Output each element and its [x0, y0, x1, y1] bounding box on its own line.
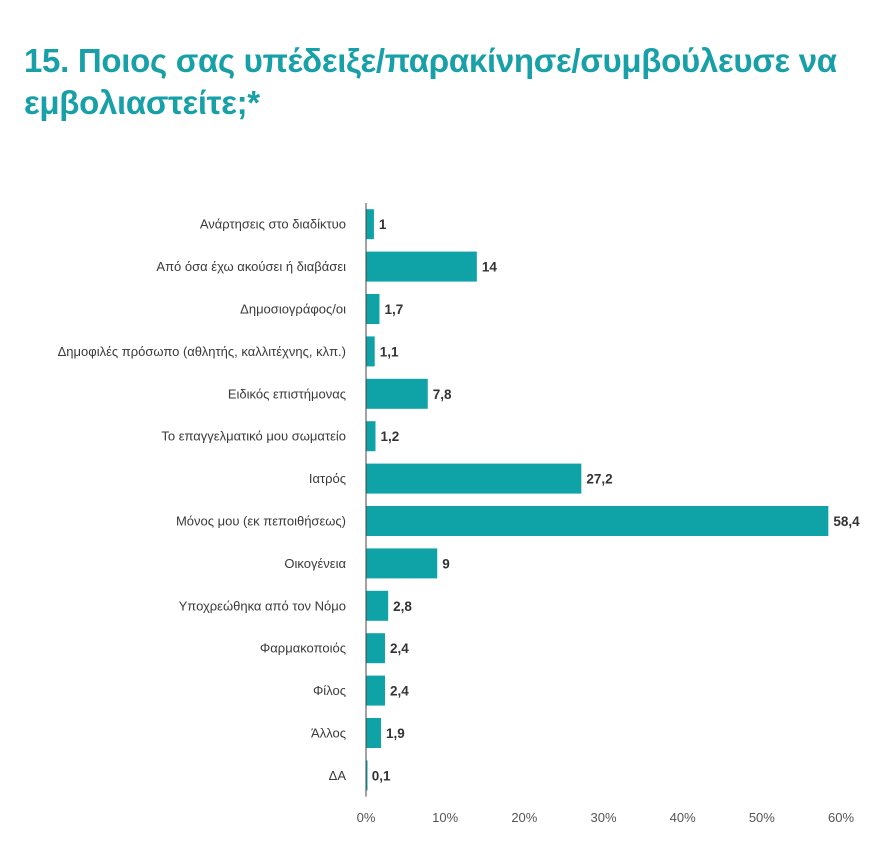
category-label: Ιατρός — [309, 471, 346, 486]
bar — [366, 209, 374, 240]
bar — [366, 548, 438, 579]
x-tick-label: 50% — [749, 810, 775, 825]
bar — [366, 506, 829, 536]
value-label: 1,1 — [380, 344, 399, 359]
value-label: 9 — [442, 556, 450, 571]
category-label: Υποχρεώθηκα από τον Νόμο — [179, 598, 346, 613]
category-label: Το επαγγελματικό μου σωματείο — [161, 429, 346, 444]
value-label: 27,2 — [586, 472, 612, 487]
bar — [366, 421, 376, 452]
category-label: Δημοφιλές πρόσωπο (αθλητής, καλλιτέχνης,… — [58, 344, 346, 359]
category-label: Οικογένεια — [284, 556, 346, 571]
category-label: Φαρμακοποιός — [260, 641, 346, 656]
value-label: 0,1 — [372, 768, 391, 783]
x-tick-label: 0% — [357, 810, 376, 825]
value-label: 58,4 — [833, 514, 860, 529]
value-label: 1,9 — [386, 726, 405, 741]
bar — [366, 590, 389, 621]
value-label: 2,8 — [393, 599, 412, 614]
bar — [366, 463, 582, 494]
bar — [366, 378, 428, 409]
category-label: Δημοσιογράφος/οι — [240, 302, 346, 317]
bar — [366, 251, 477, 282]
value-label: 14 — [482, 260, 498, 275]
x-tick-label: 40% — [670, 810, 696, 825]
category-label: Φίλος — [313, 683, 346, 698]
value-label: 1 — [379, 217, 387, 232]
bar — [366, 760, 368, 791]
value-label: 2,4 — [390, 684, 409, 699]
category-label: Άλλος — [311, 726, 346, 741]
x-tick-label: 10% — [432, 810, 458, 825]
x-tick-label: 30% — [590, 810, 616, 825]
value-label: 1,7 — [384, 302, 403, 317]
category-label: Μόνος μου (εκ πεποιθήσεως) — [176, 514, 346, 529]
bar — [366, 718, 382, 748]
x-tick-label: 20% — [511, 810, 537, 825]
category-label: Ειδικός επιστήμονας — [228, 386, 346, 401]
bar — [366, 294, 380, 324]
value-label: 2,4 — [390, 641, 409, 656]
value-label: 1,2 — [381, 429, 400, 444]
bar — [366, 633, 385, 664]
chart-title: 15. Ποιος σας υπέδειξε/παρακίνησε/συμβού… — [24, 42, 837, 121]
category-label: Από όσα έχω ακούσει ή διαβάσει — [156, 259, 346, 274]
value-label: 7,8 — [433, 387, 452, 402]
bar — [366, 336, 375, 367]
x-tick-label: 60% — [828, 810, 854, 825]
bar — [366, 675, 385, 706]
category-label: Ανάρτησεις στο διαδίκτυο — [200, 217, 346, 232]
category-label: ΔΑ — [329, 768, 347, 783]
